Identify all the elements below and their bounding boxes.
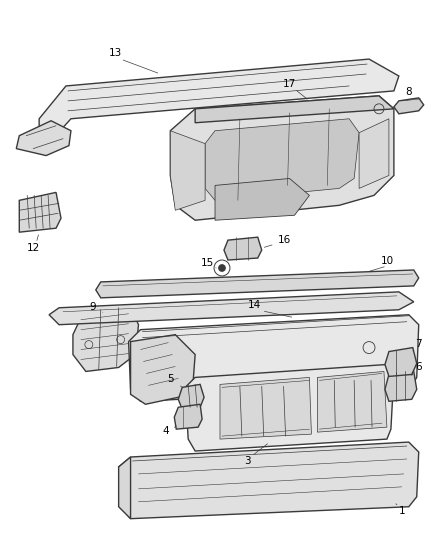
Polygon shape bbox=[185, 365, 394, 451]
Text: 15: 15 bbox=[201, 258, 214, 268]
Polygon shape bbox=[96, 270, 419, 298]
Text: 7: 7 bbox=[415, 338, 422, 349]
Polygon shape bbox=[385, 348, 417, 376]
Polygon shape bbox=[220, 377, 311, 439]
Polygon shape bbox=[170, 131, 205, 211]
Text: 4: 4 bbox=[162, 426, 169, 436]
Polygon shape bbox=[39, 59, 399, 141]
Polygon shape bbox=[73, 308, 138, 372]
Text: 17: 17 bbox=[283, 79, 296, 89]
Polygon shape bbox=[16, 121, 71, 156]
Polygon shape bbox=[394, 98, 424, 114]
Text: 9: 9 bbox=[89, 302, 96, 312]
Polygon shape bbox=[359, 119, 389, 188]
Polygon shape bbox=[174, 404, 202, 429]
Polygon shape bbox=[19, 192, 61, 232]
Polygon shape bbox=[129, 315, 419, 401]
Text: 14: 14 bbox=[248, 300, 261, 310]
Circle shape bbox=[219, 264, 226, 271]
Polygon shape bbox=[318, 372, 387, 432]
Text: 16: 16 bbox=[278, 235, 291, 245]
Text: 8: 8 bbox=[406, 87, 412, 97]
Text: 10: 10 bbox=[380, 256, 393, 266]
Polygon shape bbox=[205, 119, 359, 200]
Text: 6: 6 bbox=[415, 362, 422, 373]
Polygon shape bbox=[119, 457, 131, 519]
Polygon shape bbox=[215, 179, 309, 220]
Polygon shape bbox=[170, 96, 394, 220]
Text: 12: 12 bbox=[27, 243, 40, 253]
Polygon shape bbox=[178, 384, 204, 409]
Text: 1: 1 bbox=[399, 506, 405, 516]
Polygon shape bbox=[49, 292, 414, 325]
Text: 5: 5 bbox=[167, 374, 173, 384]
Polygon shape bbox=[131, 335, 195, 404]
Polygon shape bbox=[224, 237, 262, 260]
Polygon shape bbox=[119, 442, 419, 519]
Polygon shape bbox=[195, 96, 394, 123]
Text: 13: 13 bbox=[109, 48, 122, 58]
Polygon shape bbox=[385, 372, 417, 401]
Text: 3: 3 bbox=[244, 456, 251, 466]
